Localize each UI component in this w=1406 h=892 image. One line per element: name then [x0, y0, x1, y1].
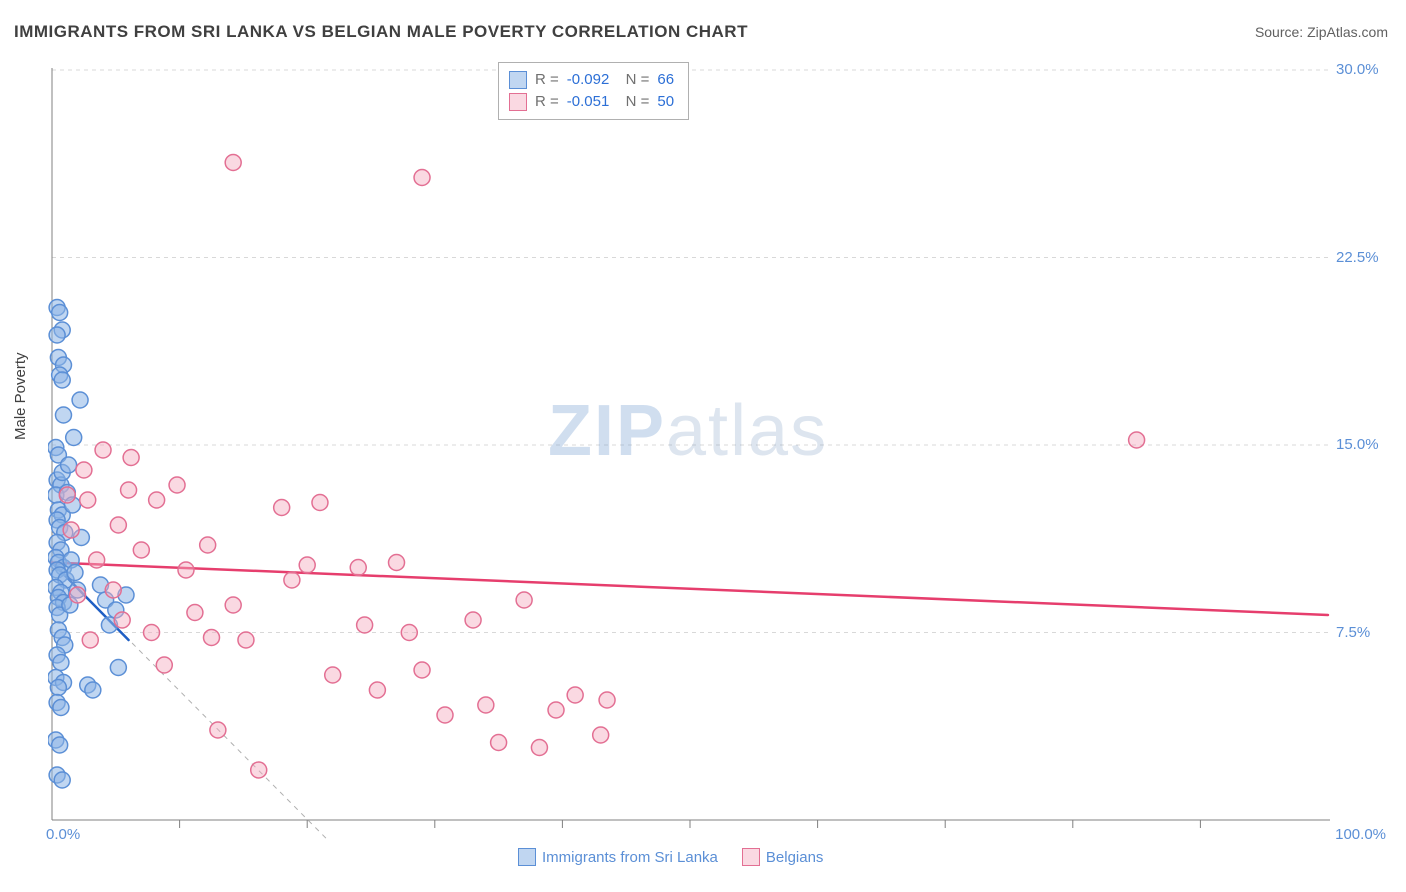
chart-title: IMMIGRANTS FROM SRI LANKA VS BELGIAN MAL…	[14, 22, 748, 42]
stat-n-value: 66	[657, 69, 674, 91]
source-link[interactable]: ZipAtlas.com	[1307, 24, 1388, 40]
y-axis-label: Male Poverty	[12, 352, 29, 440]
legend-label: Belgians	[766, 849, 824, 866]
scatter-chart	[48, 60, 1334, 840]
legend-swatch	[742, 848, 760, 866]
stat-r-value: -0.092	[567, 69, 610, 91]
legend-item: Immigrants from Sri Lanka	[518, 848, 718, 866]
source-label: Source: ZipAtlas.com	[1255, 24, 1388, 40]
legend-swatch	[509, 71, 527, 89]
legend-swatch	[518, 848, 536, 866]
stat-r-value: -0.051	[567, 91, 610, 113]
legend-item: Belgians	[742, 848, 824, 866]
stat-n-label: N =	[617, 69, 649, 91]
ytick-label: 22.5%	[1336, 249, 1379, 266]
ytick-label: 7.5%	[1336, 624, 1370, 641]
stat-n-label: N =	[617, 91, 649, 113]
series-legend: Immigrants from Sri Lanka Belgians	[518, 848, 823, 866]
source-prefix: Source:	[1255, 24, 1307, 40]
stats-row: R = -0.092 N = 66	[509, 69, 674, 91]
stat-r-label: R =	[535, 91, 559, 113]
legend-swatch	[509, 93, 527, 111]
stat-r-label: R =	[535, 69, 559, 91]
legend-label: Immigrants from Sri Lanka	[542, 849, 718, 866]
xtick-label: 100.0%	[1335, 826, 1386, 843]
xtick-label: 0.0%	[46, 826, 80, 843]
ytick-label: 15.0%	[1336, 436, 1379, 453]
stats-legend: R = -0.092 N = 66R = -0.051 N = 50	[498, 62, 689, 120]
chart-area: R = -0.092 N = 66R = -0.051 N = 50 ZIPat…	[48, 60, 1388, 850]
stat-n-value: 50	[657, 91, 674, 113]
ytick-label: 30.0%	[1336, 61, 1379, 78]
stats-row: R = -0.051 N = 50	[509, 91, 674, 113]
